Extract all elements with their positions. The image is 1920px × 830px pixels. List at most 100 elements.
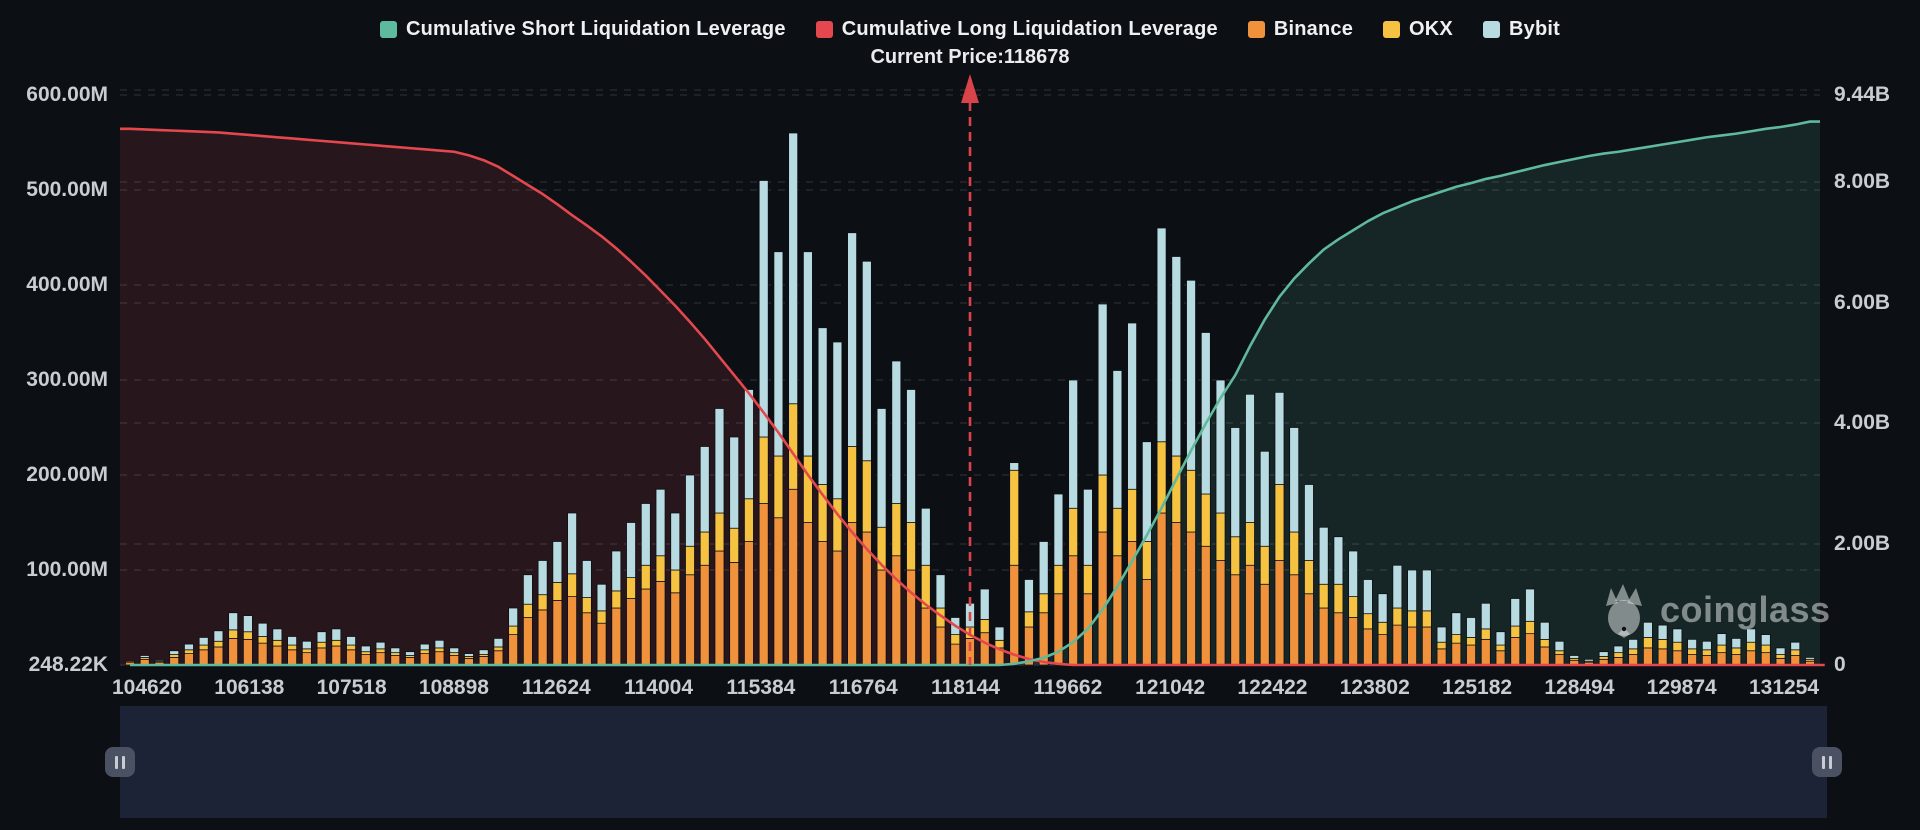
bar-segment-okx[interactable] xyxy=(1790,649,1801,656)
bar-segment-bybit[interactable] xyxy=(360,645,371,653)
bar-segment-bybit[interactable] xyxy=(1274,391,1285,485)
bar-segment-bybit[interactable] xyxy=(257,622,268,637)
bar-segment-binance[interactable] xyxy=(1333,612,1344,666)
bar-segment-binance[interactable] xyxy=(817,541,828,666)
bar-segment-bybit[interactable] xyxy=(1333,536,1344,585)
bar-segment-binance[interactable] xyxy=(1230,574,1241,666)
bar-segment-binance[interactable] xyxy=(508,634,519,666)
bar-segment-okx[interactable] xyxy=(493,646,504,652)
bar-segment-bybit[interactable] xyxy=(788,132,799,405)
bar-segment-binance[interactable] xyxy=(375,652,386,666)
bar-segment-bybit[interactable] xyxy=(1053,493,1064,566)
bar-segment-bybit[interactable] xyxy=(1628,638,1639,650)
bar-segment-bybit[interactable] xyxy=(817,327,828,485)
bar-segment-bybit[interactable] xyxy=(449,647,460,654)
bar-segment-okx[interactable] xyxy=(626,577,636,599)
bar-segment-binance[interactable] xyxy=(1539,646,1550,666)
bar-segment-okx[interactable] xyxy=(1451,634,1462,644)
bar-segment-binance[interactable] xyxy=(1363,628,1373,666)
bar-segment-okx[interactable] xyxy=(552,581,563,601)
bar-segment-bybit[interactable] xyxy=(1701,640,1712,651)
bar-segment-binance[interactable] xyxy=(832,550,843,666)
bar-segment-okx[interactable] xyxy=(699,531,710,566)
bar-segment-binance[interactable] xyxy=(257,642,268,666)
bar-segment-bybit[interactable] xyxy=(1539,621,1550,640)
bar-segment-bybit[interactable] xyxy=(1687,638,1697,650)
bar-segment-bybit[interactable] xyxy=(375,641,386,650)
bar-segment-okx[interactable] xyxy=(1687,648,1697,655)
bar-segment-binance[interactable] xyxy=(1348,617,1359,666)
bar-segment-bybit[interactable] xyxy=(213,630,224,642)
bar-segment-bybit[interactable] xyxy=(1171,256,1182,457)
bar-segment-bybit[interactable] xyxy=(184,643,194,651)
bar-segment-okx[interactable] xyxy=(655,555,666,582)
bar-segment-bybit[interactable] xyxy=(1259,450,1270,547)
bar-segment-bybit[interactable] xyxy=(331,628,342,641)
bar-segment-binance[interactable] xyxy=(891,555,902,666)
bar-segment-bybit[interactable] xyxy=(1245,393,1255,523)
bar-segment-bybit[interactable] xyxy=(1716,633,1727,646)
bar-segment-okx[interactable] xyxy=(1701,649,1712,656)
bar-segment-okx[interactable] xyxy=(1318,583,1329,609)
bar-segment-okx[interactable] xyxy=(773,455,784,519)
bar-segment-binance[interactable] xyxy=(184,653,194,666)
bar-segment-bybit[interactable] xyxy=(1554,640,1565,652)
bar-segment-bybit[interactable] xyxy=(1510,598,1521,627)
bar-segment-binance[interactable] xyxy=(773,517,784,666)
bar-segment-okx[interactable] xyxy=(1760,644,1771,654)
bar-segment-bybit[interactable] xyxy=(1068,379,1079,509)
bar-segment-okx[interactable] xyxy=(390,652,401,656)
bar-segment-okx[interactable] xyxy=(1657,638,1668,650)
bar-segment-okx[interactable] xyxy=(788,403,799,490)
bar-segment-okx[interactable] xyxy=(1259,545,1270,585)
bar-segment-bybit[interactable] xyxy=(1613,645,1624,654)
bar-segment-binance[interactable] xyxy=(287,649,297,666)
bar-segment-okx[interactable] xyxy=(1333,583,1344,614)
bar-segment-okx[interactable] xyxy=(729,527,740,563)
scrollbar-right-handle[interactable] xyxy=(1812,747,1842,777)
bar-segment-bybit[interactable] xyxy=(1598,651,1609,657)
bar-segment-bybit[interactable] xyxy=(1525,588,1535,622)
bar-segment-binance[interactable] xyxy=(1186,531,1196,666)
bar-segment-okx[interactable] xyxy=(758,436,769,504)
bar-segment-bybit[interactable] xyxy=(596,583,607,612)
bar-segment-binance[interactable] xyxy=(1510,637,1521,666)
bar-segment-bybit[interactable] xyxy=(1097,303,1108,476)
bar-segment-bybit[interactable] xyxy=(493,638,504,648)
bar-segment-bybit[interactable] xyxy=(1657,624,1668,640)
bar-segment-okx[interactable] xyxy=(861,460,872,533)
bar-segment-binance[interactable] xyxy=(758,503,769,666)
bar-segment-bybit[interactable] xyxy=(346,636,356,646)
bar-segment-okx[interactable] xyxy=(1200,493,1211,547)
bar-segment-okx[interactable] xyxy=(1613,652,1624,658)
bar-segment-bybit[interactable] xyxy=(1127,322,1137,490)
bar-segment-binance[interactable] xyxy=(1628,654,1639,666)
bar-segment-bybit[interactable] xyxy=(272,628,283,641)
bar-segment-bybit[interactable] xyxy=(1024,579,1034,613)
bar-segment-binance[interactable] xyxy=(1274,560,1285,666)
bar-segment-bybit[interactable] xyxy=(301,640,312,650)
bar-segment-bybit[interactable] xyxy=(287,636,297,646)
bar-segment-okx[interactable] xyxy=(537,594,548,611)
bar-segment-binance[interactable] xyxy=(1200,545,1211,666)
bar-segment-okx[interactable] xyxy=(1775,654,1786,659)
bar-segment-bybit[interactable] xyxy=(1775,647,1786,655)
bar-segment-binance[interactable] xyxy=(1436,648,1447,666)
legend-item-okx[interactable]: OKX xyxy=(1383,18,1453,41)
bar-segment-binance[interactable] xyxy=(316,647,327,666)
bar-segment-binance[interactable] xyxy=(1245,564,1255,666)
bar-segment-okx[interactable] xyxy=(979,619,990,634)
bar-segment-bybit[interactable] xyxy=(243,615,253,633)
bar-segment-okx[interactable] xyxy=(523,603,533,618)
bar-segment-bybit[interactable] xyxy=(920,507,931,566)
bar-segment-bybit[interactable] xyxy=(935,574,946,609)
bar-segment-okx[interactable] xyxy=(1245,522,1255,566)
bar-segment-bybit[interactable] xyxy=(508,607,519,627)
bar-segment-binance[interactable] xyxy=(1392,624,1403,666)
bar-segment-bybit[interactable] xyxy=(1156,227,1167,443)
bar-segment-bybit[interactable] xyxy=(1790,641,1801,651)
bar-segment-binance[interactable] xyxy=(1259,583,1270,666)
bar-segment-bybit[interactable] xyxy=(626,522,636,578)
bar-segment-binance[interactable] xyxy=(640,588,651,666)
bar-segment-bybit[interactable] xyxy=(1083,488,1093,566)
